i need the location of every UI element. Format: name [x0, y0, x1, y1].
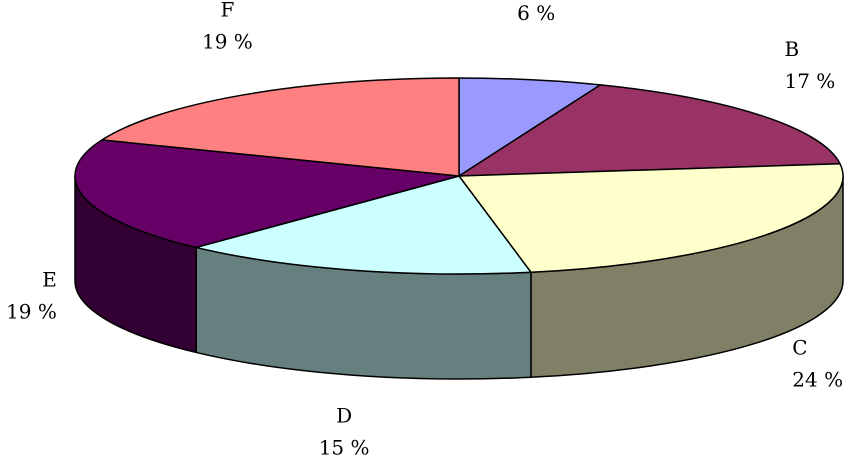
- pie-slice-d: [195, 175, 532, 275]
- slice-value-b: 17 %: [785, 69, 836, 93]
- pie-slice-c: [458, 162, 844, 274]
- slice-value-a: 6 %: [517, 1, 555, 25]
- slice-label-f: F: [220, 0, 234, 22]
- slice-value-e: 19 %: [6, 300, 57, 324]
- slice-value-f: 19 %: [202, 30, 253, 54]
- slice-value-d: 15 %: [319, 436, 370, 455]
- pie-labels: A6 %B17 %C24 %D15 %E19 %F19 %: [6, 0, 843, 455]
- slice-label-b: B: [785, 37, 800, 61]
- slice-label-d: D: [336, 404, 352, 428]
- pie-slice-b: [458, 84, 841, 177]
- pie-slice-a: [458, 77, 602, 177]
- slice-label-c: C: [792, 335, 807, 359]
- pie-sides: [74, 175, 844, 380]
- pie-slices: [74, 77, 844, 275]
- slice-value-c: 24 %: [792, 367, 843, 391]
- slice-label-e: E: [42, 268, 57, 292]
- pie-slice-f: [101, 77, 460, 177]
